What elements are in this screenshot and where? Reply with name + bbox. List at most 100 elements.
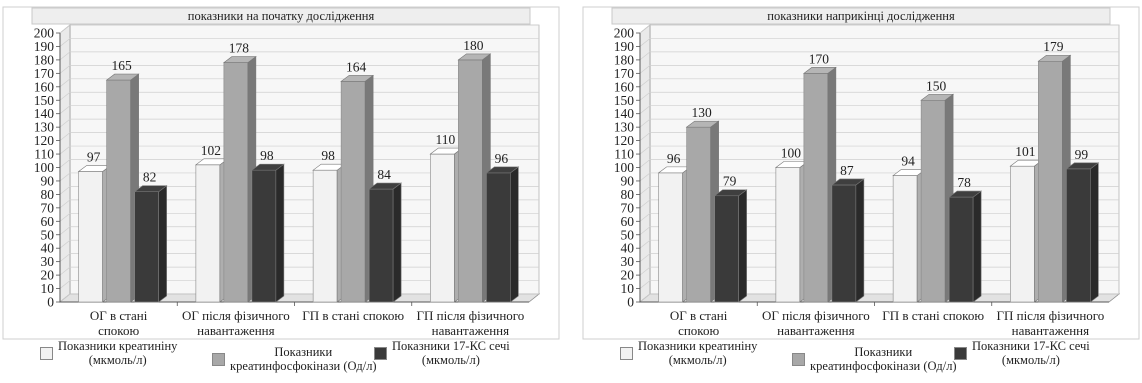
gridline [59,172,539,182]
bar-front [251,169,277,303]
y-tick-label: 70 [41,200,55,215]
y-tick-label: 80 [621,187,635,202]
y-tick-label: 170 [614,66,635,81]
bar-front [948,196,974,303]
bar-0-0 [657,166,692,303]
title-bar [611,7,1111,25]
bar-front [106,79,131,303]
legend-label: Показники креатиніну (мкмоль/л) [58,339,178,367]
x-category-label-line: навантаження [777,323,855,338]
bar-top [830,178,865,186]
x-category-label-line: ГП після фізичного [996,308,1104,323]
legend-label: Показники креатинфосфокінази (Од/л) [230,345,377,373]
x-category-label: ОГ після фізичного навантаження [762,308,870,338]
data-label: 130 [692,105,713,120]
x-category-label-line: ОГ в стані [670,308,728,323]
gridline [59,91,539,101]
y-tick-label: 170 [34,66,55,81]
data-label: 84 [377,167,391,182]
bar-front [430,153,455,303]
chart-title: показники наприкінці дослідження [767,9,955,23]
y-tick-label: 10 [41,281,55,296]
y-tick-label: 80 [41,187,55,202]
bar-2-1 [340,74,375,303]
y-tick-label: 190 [34,39,55,54]
legend-start: Показники креатиніну (мкмоль/л) Показники… [2,339,560,379]
bar-2-2 [368,182,403,303]
y-tick-label: 120 [34,133,55,148]
gridline [639,172,1119,182]
y-tick-label: 190 [614,39,635,54]
y-tick-label: 100 [34,160,55,175]
bar-1-1 [222,55,257,303]
y-tick-label: 100 [614,160,635,175]
bar-1-2 [250,163,285,303]
legend-swatch [40,346,53,360]
bar-front [803,73,829,303]
bar-top [713,189,748,197]
legend-swatch [792,352,805,366]
chart-title: показники на початку дослідження [188,9,375,23]
x-category-label: ГП в стані спокою [302,308,404,323]
y-tick-label: 200 [34,26,55,41]
x-category-label-line: ОГ після фізичного [762,308,870,323]
y-tick-label: 60 [621,214,635,229]
bar-front [458,59,483,303]
x-category-label: ГП в стані спокою [882,308,984,323]
bar-3-2 [485,166,520,303]
gridline [59,159,539,168]
legend-end: Показники креатиніну (мкмоль/л) Показники… [582,339,1140,379]
y-tick-label: 150 [614,93,635,108]
bar-top [802,67,837,74]
bar-front [134,191,159,303]
data-label: 87 [840,163,854,178]
data-label: 101 [1015,144,1035,159]
x-category-label: ГП після фізичного навантаження [996,308,1104,338]
y-tick-label: 50 [41,227,55,242]
bar-2-1 [920,93,955,303]
y-tick-label: 90 [621,173,635,188]
y-tick-label: 10 [621,281,635,296]
bar-top [340,75,375,82]
y-tick-label: 0 [47,295,54,310]
x-category-label: ОГ в стані спокою [670,308,728,338]
bar-3-1 [1037,54,1072,303]
bar-front [368,188,394,303]
legend-swatch [212,352,225,366]
legend-swatch [954,346,967,360]
x-category-label: ГП після фізичного навантаження [416,308,524,338]
y-tick-label: 180 [614,52,635,67]
bar-front [223,62,249,303]
legend-item: Показники креатиніну (мкмоль/л) [40,339,177,367]
y-tick-label: 60 [41,214,55,229]
legend-item: Показники 17-КС сечі (мкмоль/л) [374,339,510,367]
x-category-label-line: спокою [678,323,719,338]
gridline [639,91,1119,101]
data-label: 100 [781,146,802,161]
bar-front [312,169,338,303]
x-category-label-line: навантаження [1012,323,1090,338]
y-tick-label: 30 [41,254,55,269]
bar-1-0 [774,160,809,303]
gridline [59,118,539,128]
legend-swatch [374,346,387,360]
x-category-label-line: спокою [98,323,139,338]
x-category-label: ОГ після фізичного навантаження [182,308,290,338]
x-category-label-line: ГП в стані спокою [882,308,984,323]
gridline [639,186,1119,195]
legend-item: Показники креатинфосфокінази (Од/л) [792,345,957,373]
y-tick-label: 140 [614,106,635,121]
y-tick-label: 70 [621,200,635,215]
bar-side [510,166,519,303]
bar-side [275,163,285,303]
gridline [639,78,1119,88]
bar-top [133,185,168,193]
y-tick-label: 40 [41,241,55,256]
y-tick-label: 160 [34,79,55,94]
gridline [639,145,1119,155]
data-label: 79 [723,174,737,189]
y-tick-label: 30 [621,254,635,269]
data-label: 96 [495,151,509,166]
data-label: 99 [1075,147,1089,162]
data-label: 98 [321,148,335,163]
